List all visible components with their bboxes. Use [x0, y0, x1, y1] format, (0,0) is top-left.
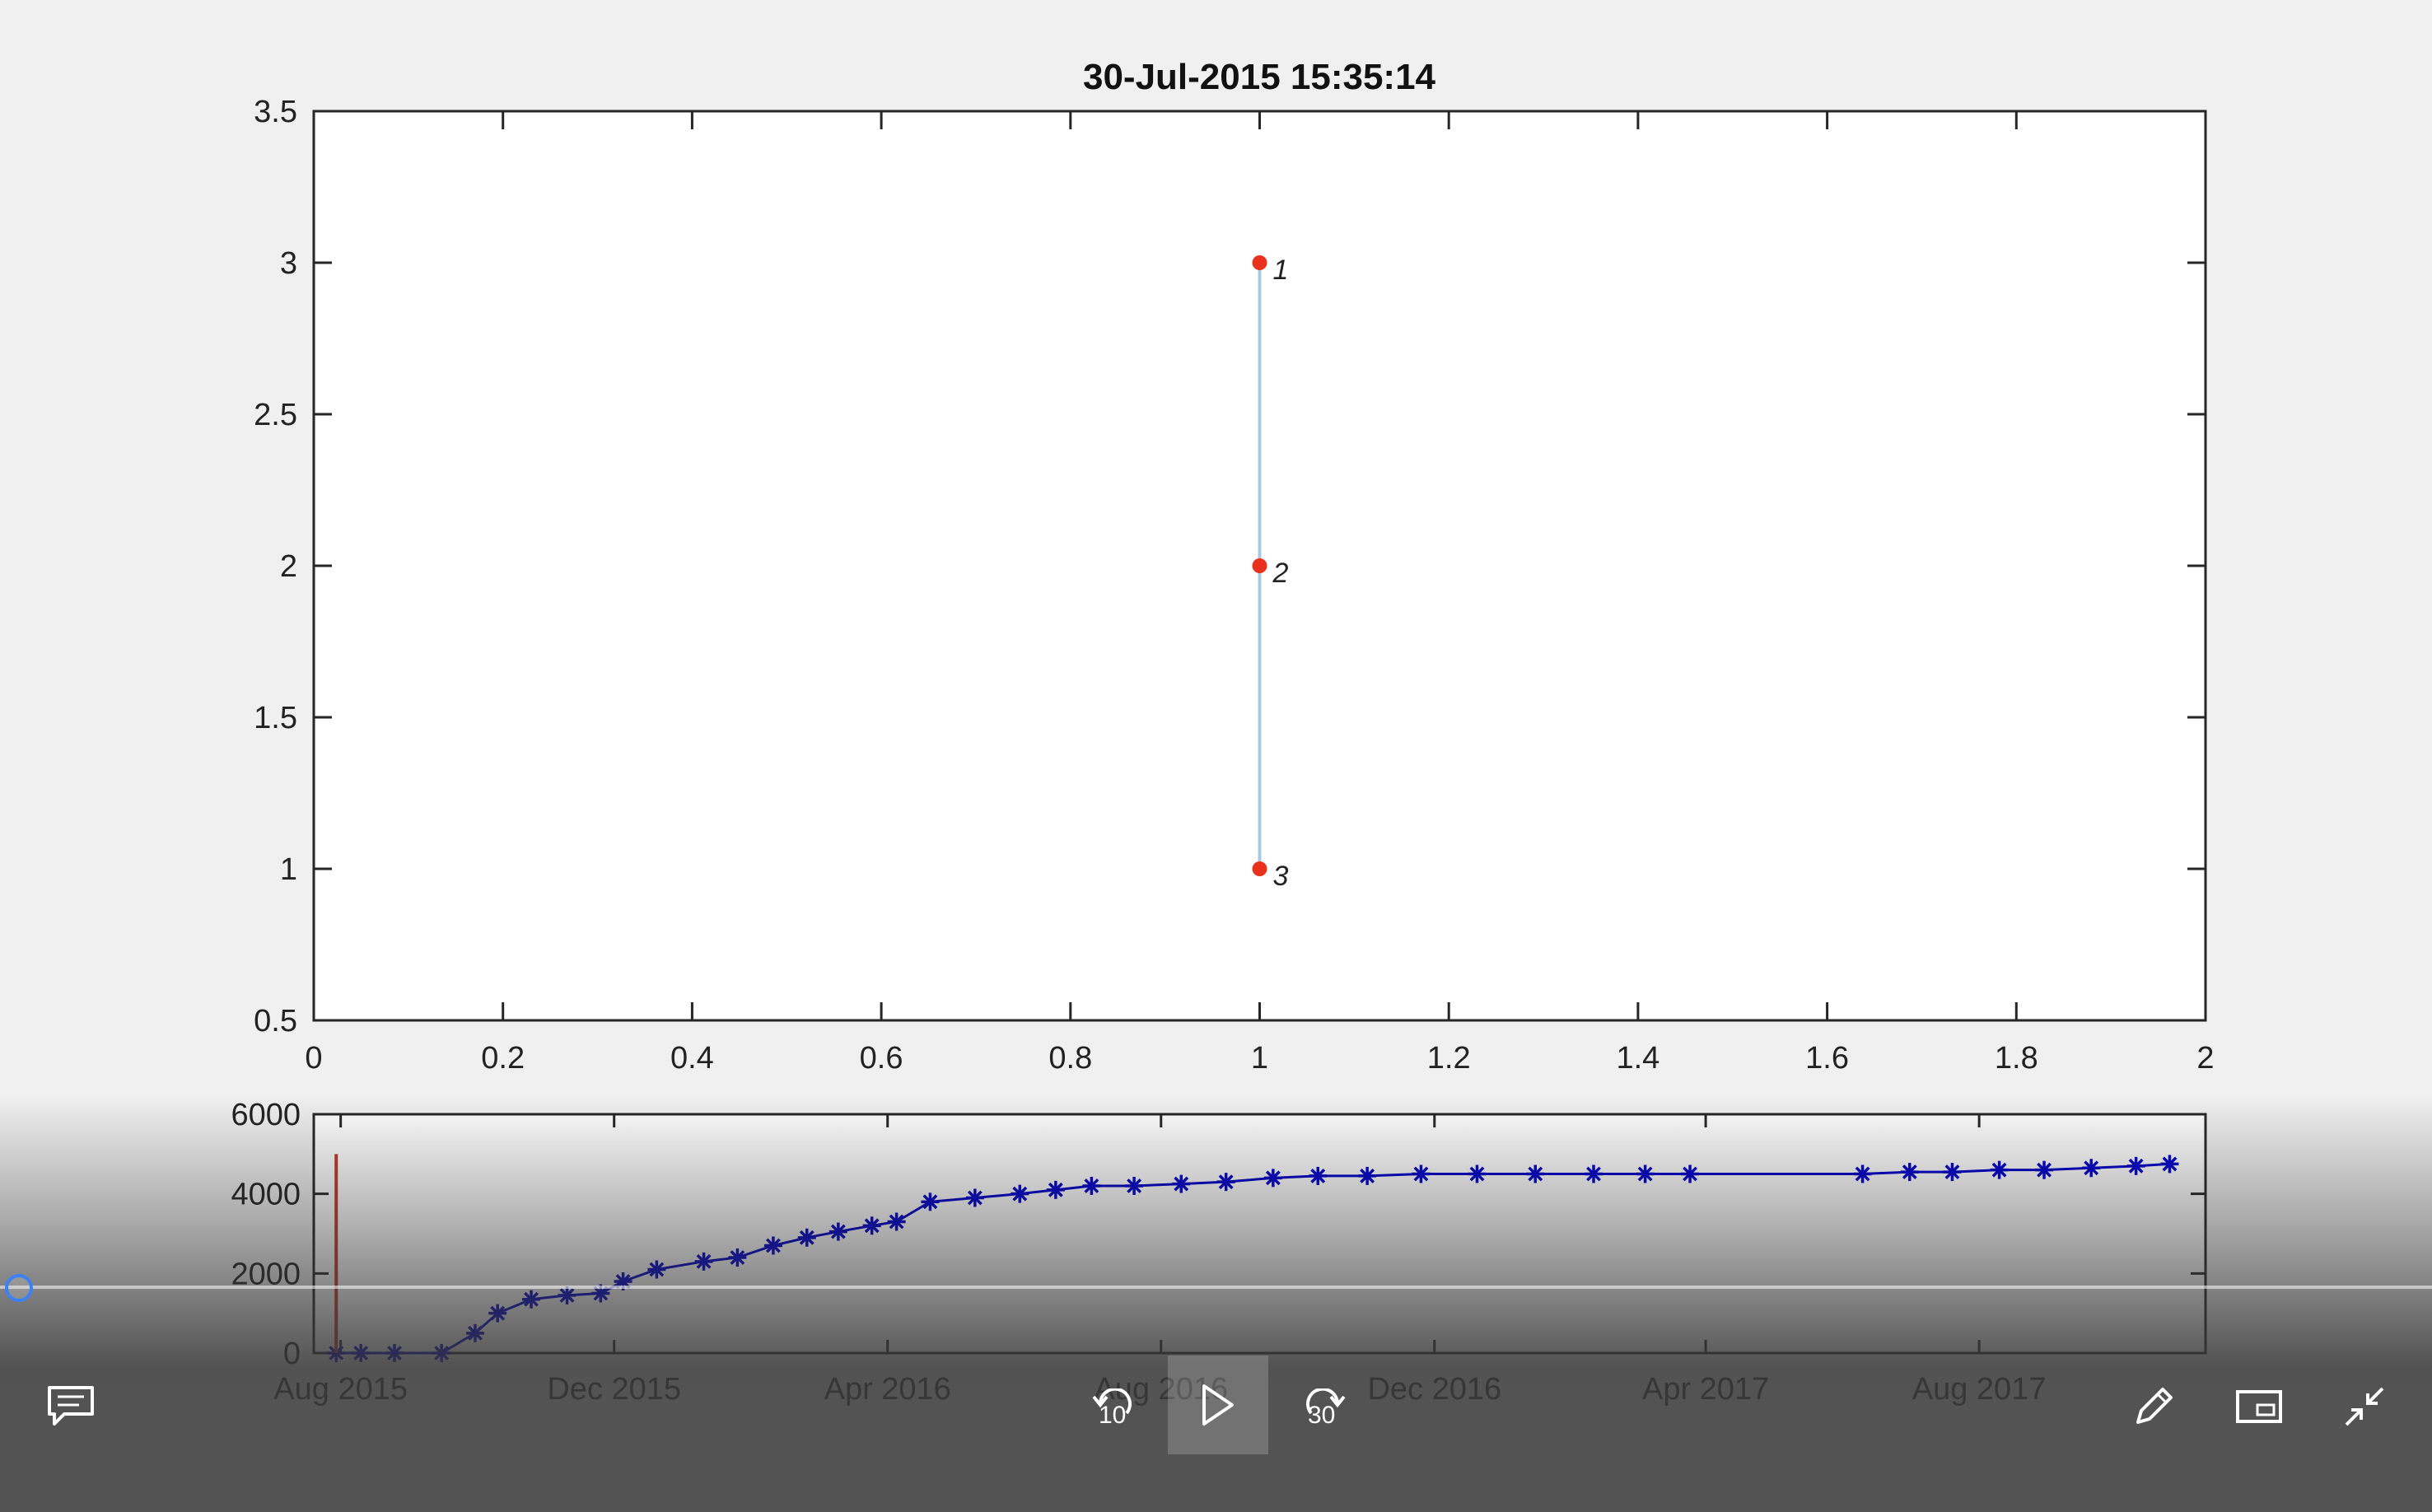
- top-x-tick-label: 1: [1251, 1041, 1268, 1076]
- bottom-x-tick-label: Aug 2015: [273, 1372, 408, 1407]
- skip-back-button[interactable]: [1084, 1380, 1143, 1430]
- picture-in-picture-icon: [2236, 1390, 2282, 1423]
- play-icon: [1202, 1384, 1234, 1426]
- top-x-tick-label: 0: [305, 1041, 322, 1076]
- seek-thumb[interactable]: [5, 1274, 33, 1302]
- skip-forward-button[interactable]: [1295, 1380, 1354, 1430]
- series-marker: [1468, 1164, 1487, 1183]
- series-marker: [1046, 1180, 1065, 1199]
- series-marker: [1636, 1164, 1655, 1183]
- series-marker: [2126, 1156, 2145, 1175]
- bottom-x-tick-label: Apr 2017: [1642, 1372, 1769, 1407]
- series-marker: [2035, 1160, 2054, 1179]
- data-point-label-2: 2: [1272, 558, 1289, 589]
- series-marker: [694, 1252, 713, 1271]
- seek-bar[interactable]: [0, 1286, 2432, 1289]
- series-marker: [521, 1290, 540, 1309]
- series-marker: [1412, 1164, 1431, 1183]
- series-marker: [921, 1192, 940, 1211]
- data-point-3: [1252, 861, 1267, 876]
- series-marker: [728, 1248, 747, 1267]
- top-chart-title: 30-Jul-2015 15:35:14: [1083, 57, 1436, 97]
- data-point-2: [1252, 558, 1267, 573]
- top-y-tick-label: 0.5: [254, 1004, 297, 1038]
- captions-icon: [48, 1386, 94, 1426]
- series-marker: [432, 1344, 451, 1362]
- bottom-plot-area: [312, 1113, 2207, 1355]
- bottom-y-tick-label: 4000: [231, 1178, 301, 1212]
- top-x-tick-label: 0.4: [670, 1041, 714, 1076]
- pen-icon: [2136, 1388, 2173, 1424]
- bottom-y-tick-label: 0: [283, 1337, 301, 1371]
- bottom-x-tick-label: Dec 2016: [1367, 1372, 1501, 1407]
- bottom-x-tick-label: Aug 2017: [1912, 1372, 2047, 1407]
- series-marker: [1172, 1174, 1191, 1193]
- top-y-tick-label: 3.5: [254, 95, 297, 129]
- top-x-tick-label: 1.8: [1995, 1041, 2038, 1076]
- picture-in-picture-button[interactable]: [2230, 1382, 2288, 1431]
- top-y-tick-label: 2: [280, 549, 297, 584]
- top-y-tick-label: 2.5: [254, 398, 297, 432]
- data-point-label-1: 1: [1273, 254, 1289, 286]
- bottom-y-tick-label: 6000: [231, 1098, 301, 1132]
- data-point-1: [1252, 255, 1267, 270]
- exit-fullscreen-button[interactable]: [2336, 1380, 2393, 1433]
- play-button-highlight: [1168, 1356, 1268, 1454]
- top-x-tick-label: 1.6: [1805, 1041, 1849, 1076]
- exit-fullscreen-icon: [2345, 1387, 2384, 1426]
- top-axes: 30-Jul-2015 15:35:14 0 0.2 0.4 0.6 0.8 1 1.2 1.…: [254, 57, 2214, 1076]
- top-x-tick-label: 1.4: [1616, 1041, 1659, 1076]
- data-point-label-3: 3: [1273, 861, 1289, 892]
- series-marker: [965, 1188, 984, 1207]
- top-x-tick-label: 2: [2196, 1041, 2214, 1076]
- play-button[interactable]: [1186, 1375, 1250, 1435]
- top-x-tick-label: 0.6: [860, 1041, 903, 1076]
- skip-back-label: 10: [1099, 1402, 1127, 1429]
- series-marker: [1990, 1160, 2009, 1179]
- series-marker: [1900, 1163, 1919, 1182]
- top-y-tick-label: 3: [280, 246, 297, 281]
- series-marker: [1681, 1164, 1700, 1183]
- top-x-tick-label: 0.8: [1048, 1041, 1092, 1076]
- fast-forward-icon: [1306, 1388, 1346, 1415]
- series-marker: [1216, 1173, 1235, 1192]
- bottom-x-tick-label: Dec 2015: [547, 1372, 681, 1407]
- bottom-x-tick-label: Apr 2016: [824, 1372, 951, 1407]
- series-marker: [1011, 1184, 1029, 1203]
- series-marker: [1263, 1169, 1282, 1188]
- rewind-icon: [1092, 1388, 1132, 1415]
- series-marker: [1943, 1163, 1962, 1182]
- series-marker: [558, 1286, 576, 1304]
- series-marker: [887, 1212, 906, 1231]
- top-x-tick-label: 1.2: [1427, 1041, 1471, 1076]
- series-marker: [1853, 1164, 1872, 1183]
- series-marker: [862, 1216, 881, 1235]
- series-marker: [1309, 1166, 1328, 1185]
- top-x-tick-label: 0.2: [481, 1041, 525, 1076]
- series-marker: [1585, 1164, 1603, 1183]
- series-marker: [1082, 1177, 1101, 1195]
- skip-forward-label: 30: [1308, 1402, 1336, 1429]
- top-y-tick-label: 1.5: [254, 701, 297, 735]
- series-marker: [797, 1228, 816, 1247]
- series-marker: [2082, 1159, 2101, 1178]
- series-marker: [647, 1260, 666, 1279]
- captions-button[interactable]: [41, 1382, 100, 1431]
- series-marker: [1125, 1177, 1144, 1195]
- series-marker: [1526, 1164, 1545, 1183]
- series-marker: [1358, 1166, 1377, 1185]
- series-marker: [2160, 1155, 2179, 1174]
- top-y-tick-label: 1: [280, 852, 297, 887]
- annotate-button[interactable]: [2125, 1380, 2182, 1433]
